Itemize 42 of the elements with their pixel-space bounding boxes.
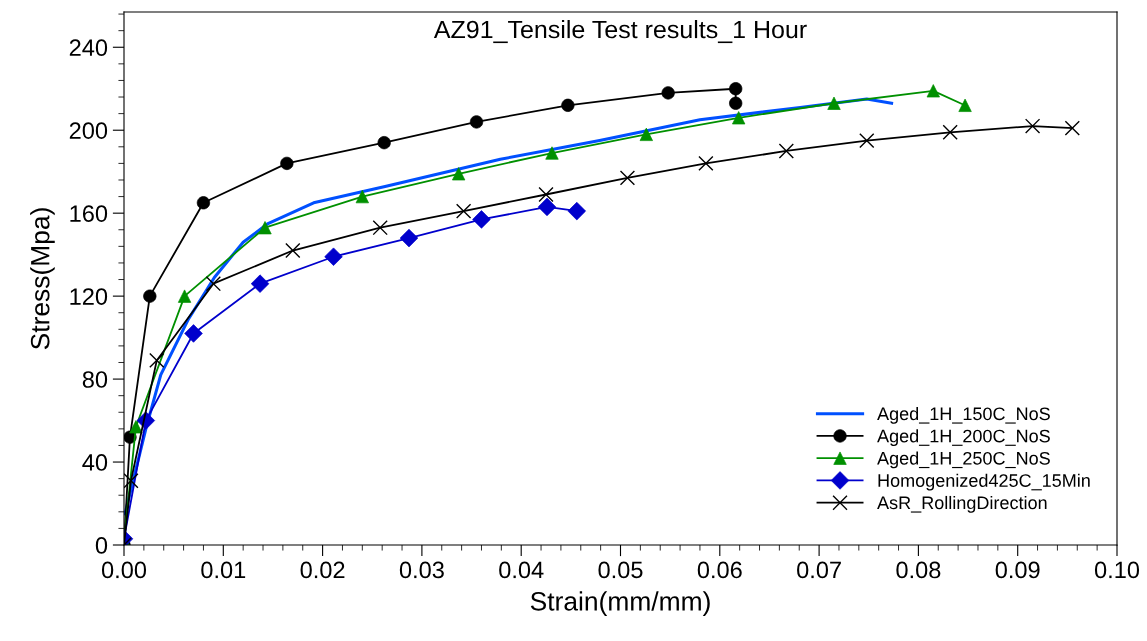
x-tick-label: 0.10	[1094, 561, 1140, 579]
chart-title: AZ91_Tensile Test results_1 Hour	[433, 20, 807, 44]
legend-label: Aged_1H_150C_NoS	[877, 406, 1050, 424]
x-tick-label: 0.09	[995, 561, 1040, 579]
y-tick-label: 120	[70, 288, 108, 305]
point	[942, 124, 958, 140]
point	[149, 352, 165, 369]
point	[698, 155, 714, 172]
point	[124, 473, 139, 489]
legend-label: AsR_RollingDirection	[877, 495, 1047, 513]
point	[778, 143, 794, 159]
point	[1064, 120, 1080, 136]
y-tick-label: 40	[82, 454, 108, 471]
x-tick-label: 0.06	[697, 561, 742, 579]
legend-label: Aged_1H_200C_NoS	[877, 429, 1050, 447]
x-tick-label: 0.05	[598, 561, 643, 579]
point	[859, 132, 875, 149]
point	[285, 242, 301, 259]
x-tick-label: 0.00	[101, 561, 147, 579]
y-tick-label: 200	[69, 122, 108, 139]
point	[619, 170, 636, 186]
point	[258, 221, 272, 235]
y-axis-title: Stress(Mpa)	[30, 208, 55, 350]
point	[538, 186, 554, 203]
x-tick-label: 0.04	[499, 561, 544, 579]
x-tick-label: 0.07	[797, 561, 841, 579]
legend-label: Homogenized425C_15Min	[878, 473, 1090, 491]
point	[372, 220, 388, 236]
point	[827, 96, 841, 110]
x-axis-title: Strain(mm/mm)	[530, 591, 710, 616]
y-tick-label: 80	[82, 371, 108, 388]
x-tick-label: 0.08	[896, 561, 941, 579]
x-tick-label: 0.03	[399, 561, 444, 579]
point	[1024, 118, 1041, 134]
x-tick-label: 0.01	[201, 561, 246, 579]
y-tick-label: 240	[69, 39, 108, 57]
y-tick-label: 0	[95, 537, 108, 554]
legend-label: Aged_1H_250C_NoS	[877, 451, 1050, 469]
point	[455, 203, 472, 219]
x-tick-label: 0.02	[300, 561, 345, 579]
y-tick-label: 160	[70, 205, 108, 222]
point	[205, 276, 222, 292]
